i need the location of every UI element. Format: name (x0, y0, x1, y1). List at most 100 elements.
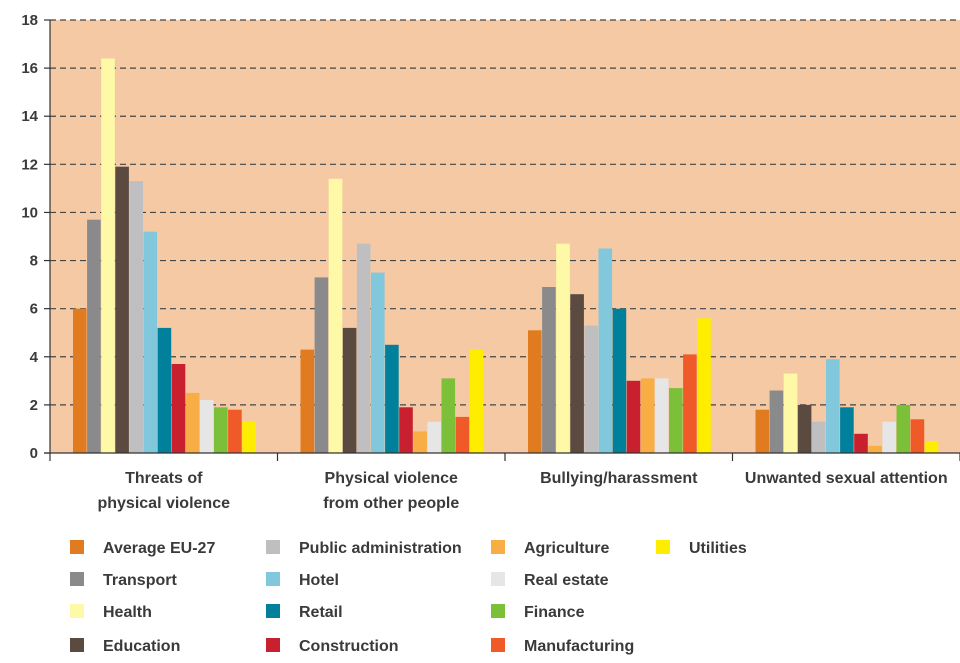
bar (413, 431, 427, 453)
bar (300, 349, 315, 453)
legend-swatch (266, 638, 280, 652)
legend-label: Health (103, 604, 152, 621)
bar (328, 178, 343, 454)
bar (399, 407, 413, 453)
legend-swatch (70, 572, 84, 586)
legend-label: Construction (299, 638, 399, 655)
gridlines (50, 19, 960, 406)
legend-label: Public administration (299, 540, 462, 557)
bar (115, 166, 129, 453)
bar (811, 421, 826, 453)
bar (185, 392, 200, 453)
legend-swatch (491, 638, 505, 652)
bar (826, 359, 840, 453)
legend-swatch (491, 604, 505, 618)
bar (755, 409, 770, 453)
bar (640, 378, 655, 453)
bar (783, 373, 798, 453)
legend-swatch (656, 540, 670, 554)
category-label: Bullying/harassment (540, 470, 698, 487)
x-axis: Threats of physical violence Physical viol… (44, 452, 960, 512)
legend-label: Average EU-27 (103, 540, 215, 557)
legend-label: Agriculture (524, 540, 609, 557)
y-axis: 0 2 4 6 8 10 12 14 16 18 (21, 12, 51, 462)
legend-label: Finance (524, 604, 585, 621)
y-tick-label: 12 (21, 156, 38, 173)
bar (371, 272, 385, 453)
bar (868, 445, 882, 453)
bar (598, 248, 613, 453)
bar (342, 327, 357, 453)
legend-label: Transport (103, 572, 177, 589)
bar (356, 243, 371, 453)
y-tick-label: 4 (30, 349, 39, 366)
bar (314, 277, 329, 453)
legend-swatch (491, 540, 505, 554)
plot-background (50, 20, 960, 453)
bar (910, 419, 925, 453)
bar (129, 181, 143, 453)
bar (669, 388, 683, 453)
legend-label: Utilities (689, 540, 747, 557)
bar (840, 407, 854, 453)
legend-swatch (266, 572, 280, 586)
bar (441, 378, 456, 453)
bar (427, 421, 441, 453)
legend-label: Real estate (524, 572, 609, 589)
bar (769, 390, 784, 453)
bar (101, 58, 115, 453)
bar (556, 243, 570, 453)
legend-label: Retail (299, 604, 343, 621)
legend-label: Hotel (299, 572, 339, 589)
y-tick-label: 8 (30, 253, 38, 270)
bar (455, 416, 470, 453)
bar (87, 219, 101, 453)
bar (242, 421, 256, 453)
y-tick-label: 16 (21, 60, 38, 77)
bar (143, 231, 158, 453)
category-label: Threats of (125, 470, 203, 487)
bar (228, 409, 242, 453)
bar (626, 380, 641, 453)
y-tick-label: 18 (21, 12, 38, 29)
bar (385, 344, 399, 454)
bar (542, 287, 556, 453)
bar (528, 330, 542, 453)
bar (854, 433, 868, 453)
bar (570, 294, 584, 453)
y-tick-label: 2 (30, 397, 38, 414)
category-label: Physical violence (325, 470, 459, 487)
y-tick-label: 14 (21, 108, 38, 125)
bar (214, 407, 228, 453)
y-tick-label: 0 (30, 445, 38, 462)
legend-label: Manufacturing (524, 638, 634, 655)
legend-swatch (70, 604, 84, 618)
bar (924, 441, 939, 453)
y-tick-label: 10 (21, 204, 38, 221)
category-label: from other people (323, 495, 459, 512)
bar (654, 378, 669, 453)
legend-swatch (266, 604, 280, 618)
y-tick-label: 6 (30, 301, 38, 318)
bar (157, 327, 172, 453)
legend: Average EU-27 Transport Health Education Pub… (70, 540, 747, 655)
legend-swatch (70, 540, 84, 554)
legend-swatch (491, 572, 505, 586)
legend-label: Education (103, 638, 180, 655)
bar (612, 308, 627, 453)
bar (73, 308, 87, 453)
bar (882, 421, 896, 453)
bar (469, 349, 484, 453)
bar (797, 404, 812, 453)
bars (73, 58, 939, 454)
legend-swatch (70, 638, 84, 652)
bar (584, 325, 598, 453)
bar (683, 354, 697, 453)
bar (697, 318, 711, 453)
bar (171, 364, 186, 453)
category-label: Unwanted sexual attention (745, 470, 948, 487)
bar (896, 404, 911, 453)
legend-swatch (266, 540, 280, 554)
bar (199, 400, 214, 453)
